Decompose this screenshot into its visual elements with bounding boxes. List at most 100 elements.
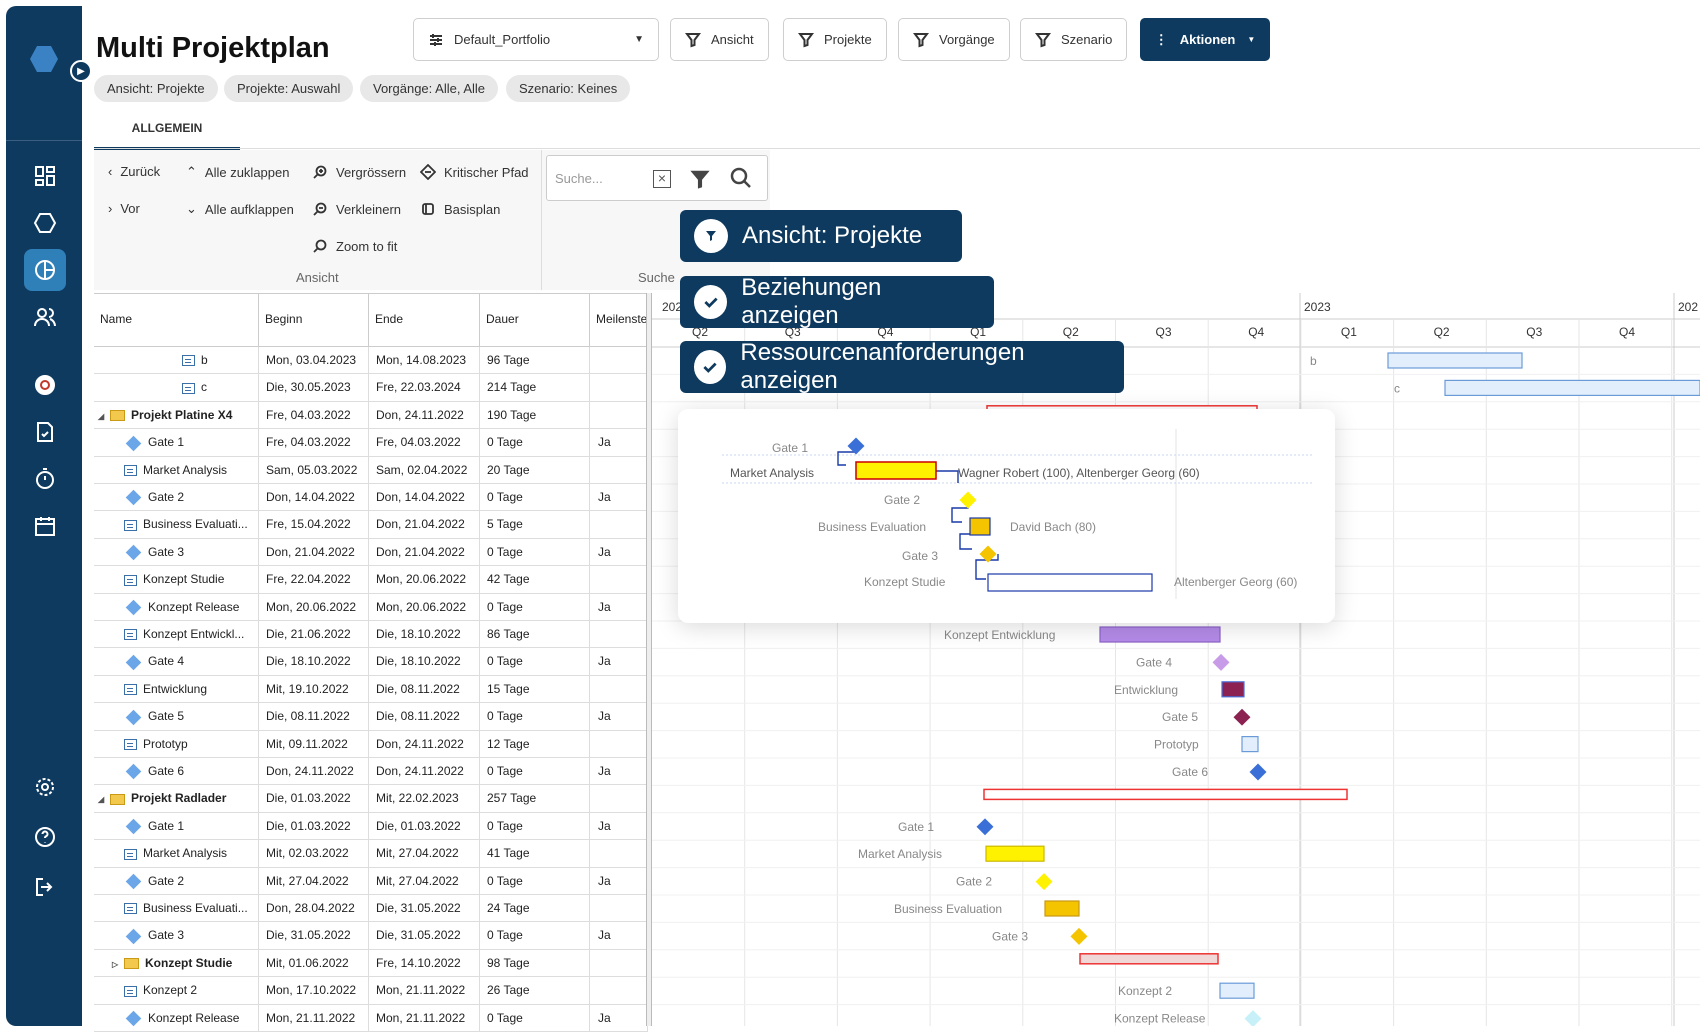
- cell-name: Konzept 2: [94, 977, 259, 1005]
- cell-dauer: 5 Tage: [480, 511, 590, 539]
- quarter-label: Q1: [970, 325, 986, 339]
- aktionen-button[interactable]: ⋮ Aktionen ▼: [1140, 18, 1270, 61]
- chevron-down-icon: ▼: [634, 34, 644, 45]
- search-input[interactable]: Suche...: [555, 171, 603, 186]
- vergroessern-button[interactable]: Vergrössern: [312, 164, 406, 180]
- users-icon[interactable]: [24, 296, 66, 338]
- gantt-ms-gate6: [1249, 763, 1267, 781]
- collapse-toggle-icon[interactable]: ◢: [98, 795, 105, 805]
- stopwatch-icon[interactable]: [24, 458, 66, 500]
- vor-button[interactable]: › Vor: [108, 201, 140, 216]
- cell-name: Konzept Entwickl...: [94, 621, 259, 648]
- table-row[interactable]: Konzept Entwickl... Die, 21.06.2022 Die, 1…: [94, 621, 648, 649]
- tab-allgemein[interactable]: ALLGEMEIN: [94, 116, 240, 150]
- help-icon[interactable]: [24, 816, 66, 858]
- filter-chip-projekte[interactable]: Projekte: Auswahl: [224, 75, 354, 102]
- table-row[interactable]: Gate 6 Don, 24.11.2022 Don, 24.11.2022 0 Ta…: [94, 758, 648, 786]
- row-name-text: Prototyp: [143, 736, 188, 751]
- filter-chip-ansicht[interactable]: Ansicht: Projekte: [94, 75, 218, 102]
- expand-toggle-icon[interactable]: ▷: [112, 959, 119, 969]
- cell-ms: [590, 566, 648, 594]
- table-row[interactable]: Market Analysis Sam, 05.03.2022 Sam, 02.04…: [94, 456, 648, 484]
- table-row[interactable]: c Die, 30.05.2023 Fre, 22.03.2024 214 Tage: [94, 374, 648, 402]
- table-row[interactable]: Konzept Studie Fre, 22.04.2022 Mon, 20.06.…: [94, 566, 648, 594]
- clear-icon[interactable]: ×: [653, 170, 671, 188]
- filter-chip-szenario[interactable]: Szenario: Keines: [506, 75, 631, 102]
- chevron-right-icon: ›: [108, 201, 113, 216]
- cell-ende: Mon, 20.06.2022: [369, 593, 480, 621]
- ansicht-filter-button[interactable]: Ansicht: [670, 18, 769, 61]
- table-row[interactable]: Business Evaluati... Fre, 15.04.2022 Don, …: [94, 511, 648, 539]
- table-row[interactable]: Gate 3 Die, 31.05.2022 Die, 31.05.2022 0 Ta…: [94, 922, 648, 950]
- cell-name: Entwicklung: [94, 675, 259, 703]
- gantt-chart: 2022 2023 202 Q2 Q3 Q4 Q1 Q2 Q3 Q4 Q1 Q2 Q3 Q4 b c Konze…: [652, 293, 1700, 1026]
- projekte-filter-button[interactable]: Projekte: [783, 18, 887, 61]
- callout-ressourcen-label: Ressourcenanforderungen anzeigen: [740, 339, 1025, 394]
- cell-dauer: 257 Tage: [480, 785, 590, 813]
- vorgaenge-filter-button[interactable]: Vorgänge: [898, 18, 1010, 61]
- settings-gear-icon[interactable]: [24, 766, 66, 808]
- callout-ansicht-label: Ansicht: Projekte: [742, 222, 923, 249]
- szenario-filter-button[interactable]: Szenario: [1020, 18, 1128, 61]
- table-row[interactable]: Gate 1 Fre, 04.03.2022 Fre, 04.03.2022 0 Ta…: [94, 429, 648, 457]
- alle-aufklappen-button[interactable]: ⌄ Alle aufklappen: [186, 201, 294, 217]
- popup-business-bar: [969, 517, 991, 536]
- milestone-icon: [125, 818, 142, 835]
- portfolio-select[interactable]: Default_Portfolio ▼: [413, 18, 659, 61]
- gantt-label-b: b: [1310, 354, 1317, 368]
- hexagon-icon[interactable]: [24, 202, 66, 244]
- table-row[interactable]: ◢ Projekt Radlader Die, 01.03.2022 Mit, 22.…: [94, 785, 648, 813]
- gantt-label-gate6: Gate 6: [1172, 765, 1208, 779]
- column-header-meilenstein[interactable]: Meilenste: [590, 294, 648, 348]
- table-row[interactable]: ▷ Konzept Studie Mit, 01.06.2022 Fre, 14.10…: [94, 949, 648, 978]
- table-row[interactable]: Entwicklung Mit, 19.10.2022 Die, 08.11.202…: [94, 675, 648, 704]
- table-row[interactable]: b Mon, 03.04.2023 Mon, 14.08.2023 96 Tage: [94, 347, 648, 375]
- column-header-beginn[interactable]: Beginn: [259, 294, 369, 348]
- cell-name: ▷ Konzept Studie: [94, 949, 259, 977]
- chevron-left-icon: ‹: [108, 164, 113, 179]
- grid-gantt-splitter[interactable]: [646, 293, 652, 1026]
- cell-ms: [590, 785, 648, 813]
- document-check-icon[interactable]: [24, 411, 66, 453]
- zurueck-button[interactable]: ‹ Zurück: [108, 164, 160, 179]
- table-row[interactable]: Konzept 2 Mon, 17.10.2022 Mon, 21.11.2022 2…: [94, 977, 648, 1005]
- column-header-ende[interactable]: Ende: [369, 294, 480, 348]
- zoom-to-fit-label: Zoom to fit: [336, 238, 398, 254]
- column-header-name[interactable]: Name: [94, 294, 259, 348]
- logout-icon[interactable]: [24, 866, 66, 908]
- zoom-to-fit-button[interactable]: Zoom to fit: [312, 238, 397, 254]
- collapse-toggle-icon[interactable]: ◢: [98, 411, 105, 421]
- table-row[interactable]: Konzept Release Mon, 21.11.2022 Mon, 21.11…: [94, 1004, 648, 1032]
- table-row[interactable]: Gate 2 Don, 14.04.2022 Don, 14.04.2022 0 Ta…: [94, 484, 648, 512]
- table-row[interactable]: Gate 3 Don, 21.04.2022 Don, 21.04.2022 0 Ta…: [94, 538, 648, 567]
- column-header-dauer[interactable]: Dauer: [480, 294, 590, 348]
- user-avatar-icon[interactable]: [24, 364, 66, 406]
- sidebar-expand-button[interactable]: ▶: [70, 60, 92, 82]
- dashboard-icon[interactable]: [24, 155, 66, 197]
- table-row[interactable]: Gate 1 Die, 01.03.2022 Die, 01.03.2022 0 Ta…: [94, 812, 648, 841]
- alle-zuklappen-button[interactable]: ⌃ Alle zuklappen: [186, 164, 289, 180]
- table-row[interactable]: Gate 4 Die, 18.10.2022 Die, 18.10.2022 0 Ta…: [94, 648, 648, 676]
- table-row[interactable]: ◢ Projekt Platine X4 Fre, 04.03.2022 Don, 2…: [94, 401, 648, 430]
- table-row[interactable]: Gate 2 Mit, 27.04.2022 Mit, 27.04.2022 0 Ta…: [94, 867, 648, 895]
- table-row[interactable]: Prototyp Mit, 09.11.2022 Don, 24.11.2022 12…: [94, 730, 648, 758]
- table-row[interactable]: Konzept Release Mon, 20.06.2022 Mon, 20.06…: [94, 593, 648, 621]
- basisplan-button[interactable]: Basisplan: [420, 201, 500, 217]
- zoom-fit-icon: [313, 239, 327, 253]
- task-icon: [124, 848, 137, 860]
- cell-beginn: Mit, 27.04.2022: [259, 867, 369, 895]
- baseline-icon: [422, 203, 434, 215]
- table-row[interactable]: Market Analysis Mit, 02.03.2022 Mit, 27.04…: [94, 840, 648, 868]
- search-icon[interactable]: [729, 166, 753, 190]
- row-name-text: Gate 4: [148, 654, 185, 669]
- kritischer-pfad-button[interactable]: Kritischer Pfad: [420, 164, 529, 180]
- table-row[interactable]: Business Evaluati... Don, 28.04.2022 Die, …: [94, 895, 648, 923]
- calendar-icon[interactable]: [24, 505, 66, 547]
- app-logo-icon[interactable]: [30, 46, 58, 72]
- filter-icon[interactable]: [689, 168, 711, 190]
- row-name-text: Gate 3: [148, 544, 185, 559]
- filter-chip-vorgaenge[interactable]: Vorgänge: Alle, Alle: [360, 75, 499, 102]
- table-row[interactable]: Gate 5 Die, 08.11.2022 Die, 08.11.2022 0 Ta…: [94, 703, 648, 731]
- verkleinern-button[interactable]: Verkleinern: [312, 201, 401, 217]
- portfolio-chart-icon[interactable]: [24, 249, 66, 291]
